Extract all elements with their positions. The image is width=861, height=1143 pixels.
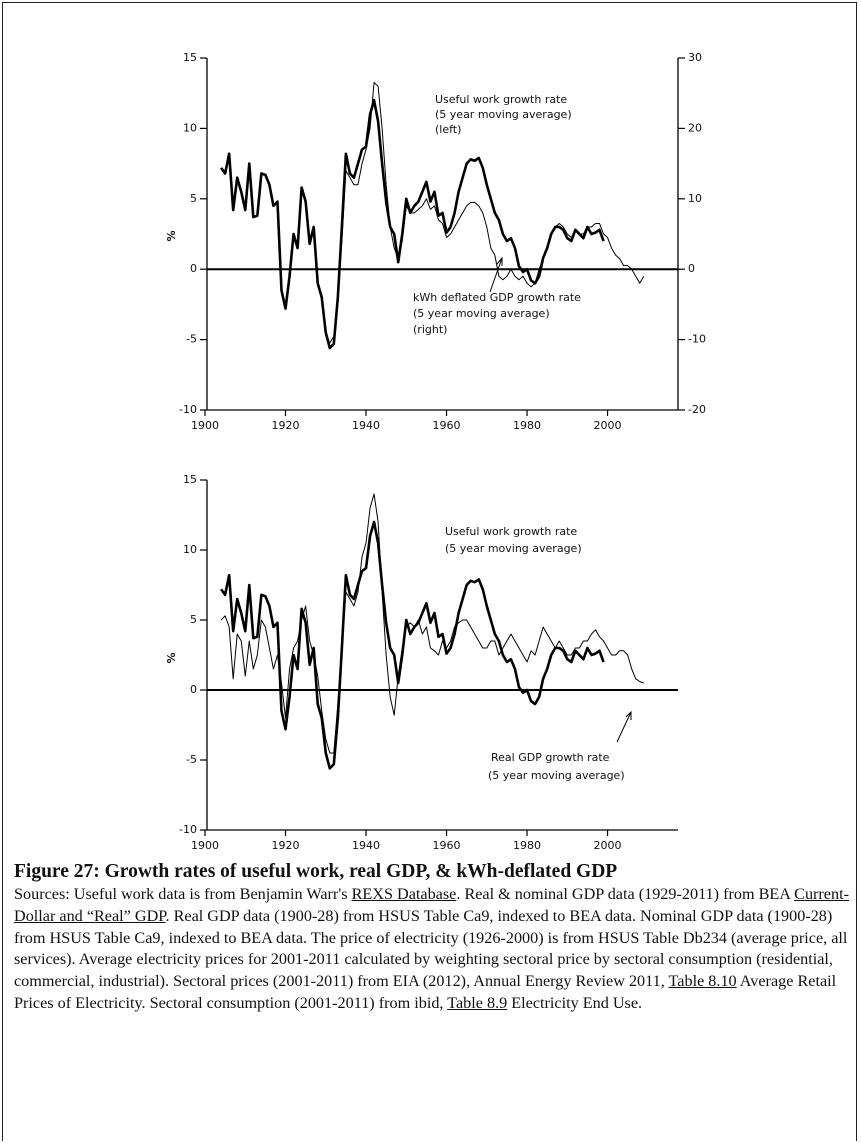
annotation: (right) [413, 323, 447, 336]
caption-title: Figure 27: Growth rates of useful work, … [14, 861, 618, 882]
arrow [616, 711, 632, 743]
series-line [220, 98, 605, 350]
y-axis-label: % [165, 230, 178, 241]
y-tick-label: -5 [186, 753, 197, 766]
y-tick-label: 10 [183, 121, 197, 134]
source-link[interactable]: Table 8.10 [668, 972, 737, 991]
series-line [321, 82, 645, 344]
y2-tick-label: 10 [688, 192, 702, 205]
y-tick-label: -10 [179, 823, 197, 836]
x-tick-label: 1960 [433, 419, 461, 432]
x-tick-label: 1980 [513, 419, 541, 432]
x-tick-label: 1940 [352, 839, 380, 852]
annotation: (5 year moving average) [413, 307, 550, 320]
annotation: (5 year moving average) [435, 108, 572, 121]
y-tick-label: 15 [183, 51, 197, 64]
x-tick-label: 1920 [272, 419, 300, 432]
series-label: Useful work growth rate [435, 93, 567, 106]
caption: Figure 27: Growth rates of useful work, … [14, 860, 854, 1015]
series-line [220, 493, 644, 754]
series-label: Useful work growth rate [445, 525, 577, 538]
source-text: Sources: Useful work data is from Benjam… [14, 885, 352, 903]
y-tick-label: 15 [183, 473, 197, 486]
y2-tick-label: 20 [688, 121, 702, 134]
x-tick-label: 1980 [513, 839, 541, 852]
y2-tick-label: 30 [688, 51, 702, 64]
y-axis-label: % [165, 652, 178, 663]
caption-sources: Sources: Useful work data is from Benjam… [14, 884, 854, 1015]
annotation: (5 year moving average) [445, 542, 582, 555]
x-tick-label: 2000 [594, 839, 622, 852]
y2-tick-label: -20 [688, 403, 706, 416]
x-tick-label: 2000 [594, 419, 622, 432]
figure: -10 -5 0 5 10 15 -20 -10 0 10 20 30 1900 1920 1940 1960… [165, 51, 706, 852]
annotation: (left) [435, 123, 461, 136]
y-tick-label: -10 [179, 403, 197, 416]
y-tick-label: 0 [190, 683, 197, 696]
y-tick-label: 0 [190, 262, 197, 275]
x-tick-label: 1900 [191, 419, 219, 432]
source-link[interactable]: REXS Database [351, 885, 457, 903]
series-label: Real GDP growth rate [491, 751, 610, 764]
arrow-head [496, 256, 503, 266]
source-text: . Real GDP data (1900-28) from HSUS Tabl… [14, 906, 848, 991]
series-line [220, 520, 605, 770]
arrow-head [625, 710, 632, 720]
x-tick-label: 1920 [272, 839, 300, 852]
y-tick-label: 10 [183, 543, 197, 556]
y-tick-label: -5 [186, 333, 197, 346]
x-tick-label: 1940 [352, 419, 380, 432]
source-link[interactable]: Current-Dollar and “Real” GDP [14, 885, 849, 925]
annotation: (5 year moving average) [488, 769, 625, 782]
y-tick-label: 5 [190, 613, 197, 626]
source-text: . Real & nominal GDP data (1929-2011) fr… [456, 885, 795, 903]
y-tick-label: 5 [190, 192, 197, 205]
y2-tick-label: -10 [688, 333, 706, 346]
source-text: Electricity End Use. [507, 993, 643, 1012]
arrow [489, 257, 503, 293]
series-label: kWh deflated GDP growth rate [413, 291, 581, 304]
y2-tick-label: 0 [688, 262, 695, 275]
x-tick-label: 1900 [191, 839, 219, 852]
source-link[interactable]: Table 8.9 [447, 993, 508, 1012]
source-text: Average Retail Prices of Electricity. Se… [14, 972, 837, 1012]
x-tick-label: 1960 [433, 839, 461, 852]
